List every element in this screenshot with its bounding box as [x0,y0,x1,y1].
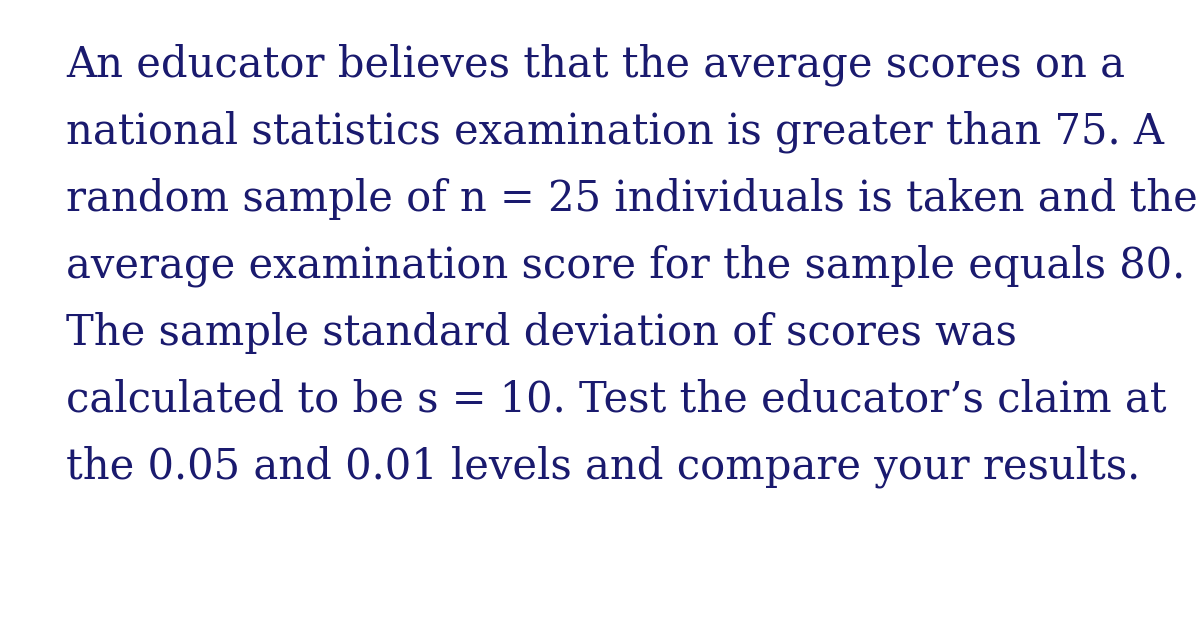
Text: An educator believes that the average scores on a
national statistics examinatio: An educator believes that the average sc… [66,44,1198,488]
